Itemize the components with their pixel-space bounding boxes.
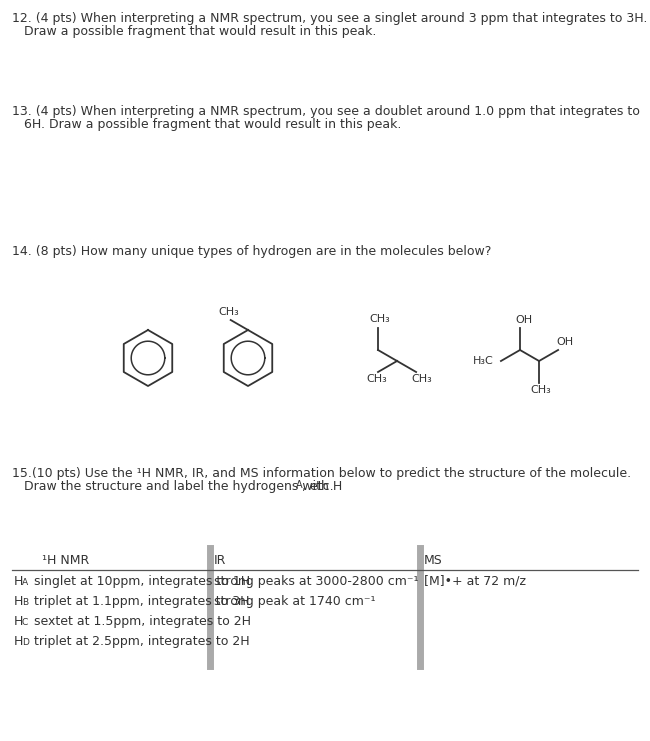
Text: triplet at 1.1ppm, integrates to 3H: triplet at 1.1ppm, integrates to 3H	[34, 595, 250, 608]
Text: OH: OH	[515, 315, 532, 325]
Text: H: H	[14, 635, 23, 648]
Text: OH: OH	[556, 337, 573, 347]
Text: Draw the structure and label the hydrogens with H: Draw the structure and label the hydroge…	[24, 480, 343, 493]
Text: ¹H NMR: ¹H NMR	[42, 554, 89, 567]
Text: H₃C: H₃C	[473, 356, 494, 366]
Text: H: H	[14, 575, 23, 588]
Text: B: B	[22, 598, 28, 607]
Text: 12. (4 pts) When interpreting a NMR spectrum, you see a singlet around 3 ppm tha: 12. (4 pts) When interpreting a NMR spec…	[12, 12, 647, 25]
Text: CH₃: CH₃	[369, 314, 390, 324]
Text: CH₃: CH₃	[530, 385, 551, 395]
Text: CH₃: CH₃	[218, 307, 239, 317]
Text: 14. (8 pts) How many unique types of hydrogen are in the molecules below?: 14. (8 pts) How many unique types of hyd…	[12, 245, 491, 258]
Text: strong peak at 1740 cm⁻¹: strong peak at 1740 cm⁻¹	[214, 595, 376, 608]
Text: H: H	[14, 595, 23, 608]
Text: MS: MS	[424, 554, 443, 567]
Text: CH₃: CH₃	[411, 374, 432, 384]
Text: A: A	[22, 578, 28, 587]
Text: singlet at 10ppm, integrates to 1H: singlet at 10ppm, integrates to 1H	[34, 575, 250, 588]
Text: H: H	[14, 615, 23, 628]
Text: 6H. Draw a possible fragment that would result in this peak.: 6H. Draw a possible fragment that would …	[24, 118, 402, 131]
Text: IR: IR	[214, 554, 226, 567]
Text: CH₃: CH₃	[366, 374, 387, 384]
Text: , etc.: , etc.	[302, 480, 333, 493]
Text: A: A	[296, 480, 303, 490]
Text: [M]•+ at 72 m/z: [M]•+ at 72 m/z	[424, 575, 526, 588]
Text: 15.(10 pts) Use the ¹H NMR, IR, and MS information below to predict the structur: 15.(10 pts) Use the ¹H NMR, IR, and MS i…	[12, 467, 631, 480]
Text: 13. (4 pts) When interpreting a NMR spectrum, you see a doublet around 1.0 ppm t: 13. (4 pts) When interpreting a NMR spec…	[12, 105, 640, 118]
Text: Draw a possible fragment that would result in this peak.: Draw a possible fragment that would resu…	[24, 25, 376, 38]
Text: strong peaks at 3000-2800 cm⁻¹: strong peaks at 3000-2800 cm⁻¹	[214, 575, 419, 588]
Text: triplet at 2.5ppm, integrates to 2H: triplet at 2.5ppm, integrates to 2H	[34, 635, 250, 648]
Text: D: D	[22, 638, 29, 647]
Text: C: C	[22, 618, 28, 627]
Text: sextet at 1.5ppm, integrates to 2H: sextet at 1.5ppm, integrates to 2H	[34, 615, 251, 628]
